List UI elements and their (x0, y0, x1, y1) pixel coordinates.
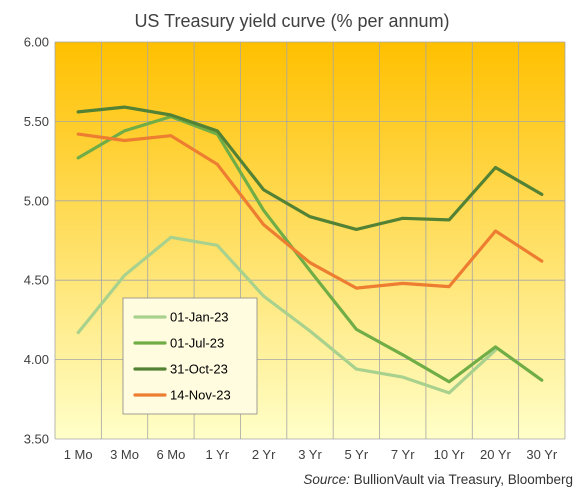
series-line-31-Oct-23 (76, 105, 544, 231)
x-tick-label: 10 Yr (434, 447, 466, 462)
x-tick-label: 1 Mo (64, 447, 93, 462)
y-tick-label: 6.00 (24, 35, 49, 50)
legend-label: 01-Jan-23 (170, 310, 229, 325)
x-axis: 1 Mo 3 Mo 6 Mo 1 Yr 2 Yr 3 Yr 5 Yr 7 Yr 10 Yr 20 … (64, 447, 558, 462)
series-line-01-Jan-23 (76, 235, 498, 395)
y-tick-label: 4.00 (24, 352, 49, 367)
legend: 01-Jan-23 01-Jul-23 31-Oct-23 14-Nov-23 (122, 297, 258, 415)
source-text: BullionVault via Treasury, Bloomberg (350, 472, 573, 487)
source-prefix: Source: (303, 472, 350, 487)
source-note: Source: BullionVault via Treasury, Bloom… (303, 472, 573, 487)
x-tick-label: 1 Yr (205, 447, 229, 462)
series-line-14-Nov-23 (76, 132, 544, 290)
x-tick-label: 3 Mo (110, 447, 139, 462)
x-tick-label: 5 Yr (345, 447, 369, 462)
legend-label: 14-Nov-23 (170, 388, 231, 403)
chart-title: US Treasury yield curve (% per annum) (134, 11, 449, 31)
y-tick-label: 3.50 (24, 432, 49, 447)
legend-label: 01-Jul-23 (170, 336, 224, 351)
legend-label: 31-Oct-23 (170, 362, 228, 377)
series-line-01-Jul-23 (76, 114, 544, 384)
x-tick-label: 3 Yr (298, 447, 322, 462)
x-tick-label: 20 Yr (480, 447, 512, 462)
x-tick-label: 7 Yr (391, 447, 415, 462)
y-axis: 3.50 4.00 4.50 5.00 5.50 6.00 (24, 35, 49, 447)
y-tick-label: 5.00 (24, 193, 49, 208)
x-tick-label: 30 Yr (526, 447, 558, 462)
x-tick-label: 2 Yr (252, 447, 276, 462)
x-tick-label: 6 Mo (156, 447, 185, 462)
y-tick-label: 4.50 (24, 273, 49, 288)
y-tick-label: 5.50 (24, 114, 49, 129)
series-lines (76, 105, 544, 395)
